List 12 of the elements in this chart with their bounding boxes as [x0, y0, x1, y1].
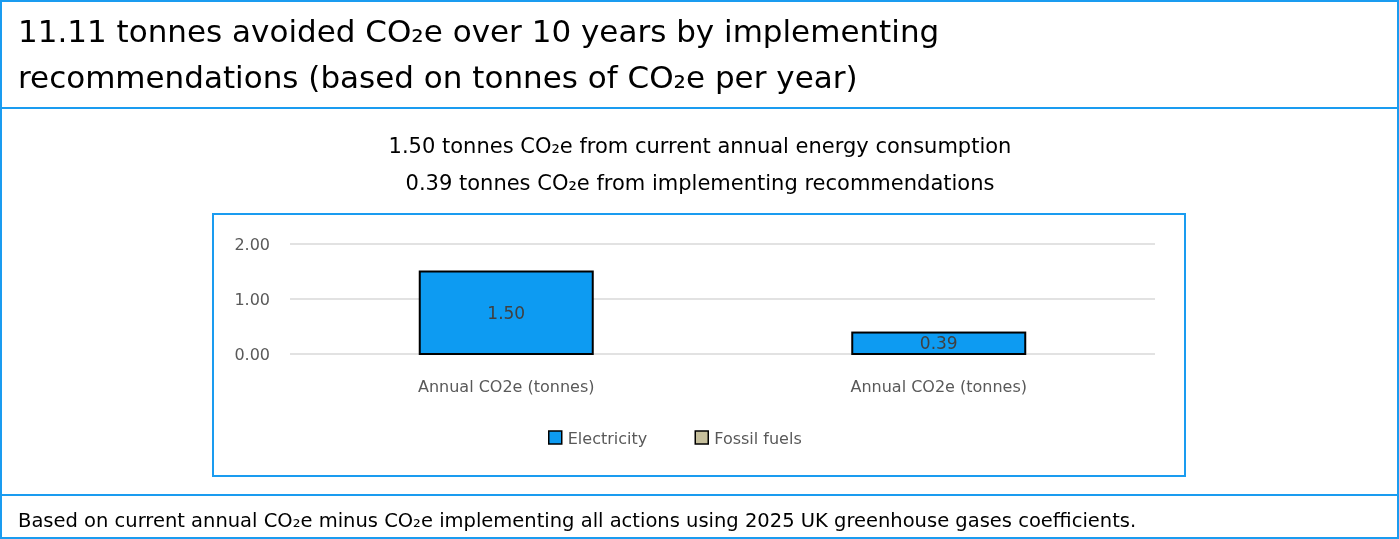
data-label: 0.39: [919, 333, 958, 354]
x-tick-label: Annual CO2e (tonnes): [850, 377, 1028, 396]
y-tick-label: 2.00: [234, 235, 270, 254]
chart-title: 11.11 tonnes avoided CO₂e over 10 years by implementing recommendations (based on tonnes of CO₂e per year): [18, 13, 940, 95]
y-tick-label: 1.00: [234, 290, 270, 309]
legend-label: Fossil fuels: [714, 429, 802, 448]
y-tick-label: 0.00: [234, 345, 270, 364]
legend-label: Electricity: [567, 429, 648, 448]
chart-subtitle: 1.50 tonnes CO₂e from current annual energy consumption 0.39 tonnes CO₂e from implementing recommendations: [388, 134, 1012, 195]
text: Based on current annual CO₂e minus CO₂e implementing all actions using 2025 UK greenhouse gases coefficients.: [18, 509, 1137, 532]
x-tick-label: Annual CO2e (tonnes): [417, 377, 595, 396]
data-label: 1.50: [487, 302, 526, 323]
